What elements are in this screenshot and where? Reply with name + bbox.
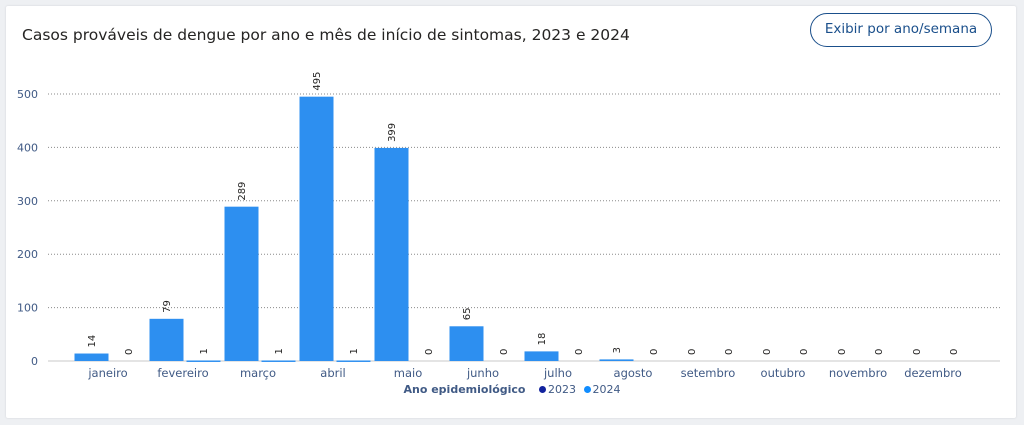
- y-tick-label: 500: [17, 88, 38, 101]
- x-tick-label: setembro: [681, 366, 736, 380]
- data-label: 14: [87, 335, 98, 348]
- x-tick-label: junho: [466, 366, 499, 380]
- y-tick-label: 400: [17, 141, 38, 154]
- y-tick-label: 0: [31, 355, 38, 368]
- legend-label-2023: 2023: [548, 383, 576, 396]
- bar-janeiro-0[interactable]: [74, 353, 109, 361]
- data-label: 79: [162, 300, 173, 313]
- legend-dot-2023: [539, 386, 546, 393]
- data-label: 0: [574, 349, 585, 355]
- data-label: 0: [949, 349, 960, 355]
- x-tick-label: julho: [543, 366, 572, 380]
- data-label: 18: [537, 333, 548, 346]
- bar-junho-0[interactable]: [449, 326, 484, 361]
- y-tick-label: 200: [17, 248, 38, 261]
- data-label: 0: [724, 349, 735, 355]
- data-label: 0: [124, 349, 135, 355]
- x-tick-label: maio: [394, 366, 422, 380]
- x-tick-label: novembro: [829, 366, 887, 380]
- bar-julho-0[interactable]: [524, 351, 559, 361]
- data-label: 289: [237, 182, 248, 201]
- chart-title: Casos prováveis de dengue por ano e mês …: [22, 26, 630, 44]
- x-tick-label: abril: [320, 366, 345, 380]
- x-tick-label: dezembro: [904, 366, 962, 380]
- data-label: 1: [274, 348, 285, 354]
- data-label: 0: [499, 349, 510, 355]
- data-label: 0: [649, 349, 660, 355]
- data-label: 0: [762, 349, 773, 355]
- x-tick-label: agosto: [614, 366, 653, 380]
- data-label: 0: [837, 349, 848, 355]
- bar-março-1[interactable]: [261, 360, 296, 362]
- data-label: 1: [349, 348, 360, 354]
- x-tick-label: janeiro: [87, 366, 127, 380]
- data-label: 495: [312, 72, 323, 91]
- x-tick-label: fevereiro: [157, 366, 208, 380]
- y-tick-label: 100: [17, 302, 38, 315]
- legend: Ano epidemiológico 2023 2024: [0, 383, 1024, 396]
- data-label: 0: [799, 349, 810, 355]
- legend-label-2024: 2024: [592, 383, 621, 396]
- x-tick-label: março: [240, 366, 276, 380]
- data-label: 0: [424, 349, 435, 355]
- bar-fevereiro-0[interactable]: [149, 318, 184, 361]
- bar-abril-1[interactable]: [336, 360, 371, 362]
- data-label: 399: [387, 123, 398, 142]
- x-tick-label: outubro: [761, 366, 806, 380]
- data-label: 3: [612, 347, 623, 353]
- data-label: 65: [462, 308, 473, 321]
- data-label: 0: [687, 349, 698, 355]
- bar-abril-0[interactable]: [299, 96, 334, 362]
- view-by-week-button[interactable]: Exibir por ano/semana: [810, 13, 992, 47]
- bar-maio-0[interactable]: [374, 147, 409, 361]
- bar-agosto-0[interactable]: [599, 359, 634, 361]
- data-label: 1: [199, 348, 210, 354]
- y-tick-label: 300: [17, 195, 38, 208]
- bar-fevereiro-1[interactable]: [186, 360, 221, 362]
- data-label: 0: [912, 349, 923, 355]
- legend-title: Ano epidemiológico: [403, 383, 526, 396]
- legend-dot-2024: [583, 386, 591, 393]
- bar-março-0[interactable]: [224, 206, 259, 361]
- data-label: 0: [874, 349, 885, 355]
